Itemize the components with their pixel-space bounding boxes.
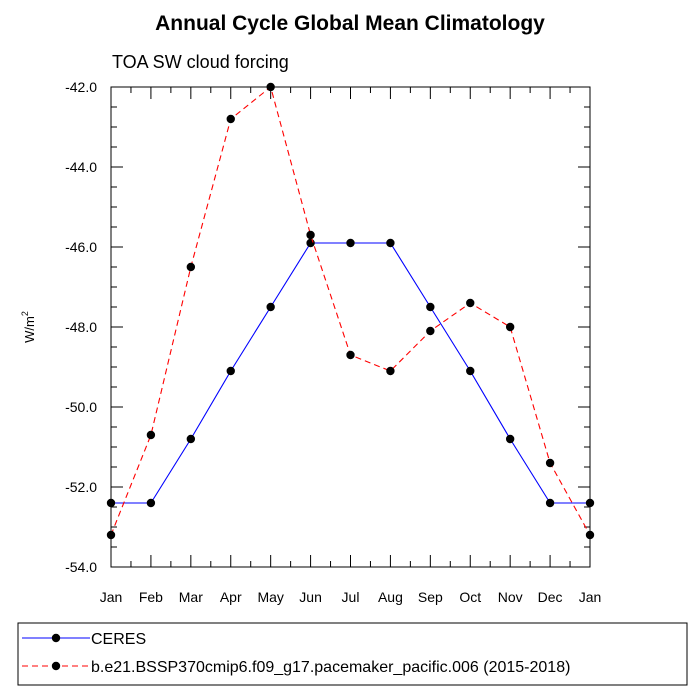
series-2-point [226, 114, 235, 124]
x-tick-label: Nov [498, 589, 523, 605]
series-2-point [426, 326, 435, 336]
x-tick-label: Sep [418, 589, 443, 605]
chart-title: Annual Cycle Global Mean Climatology [155, 12, 545, 35]
y-tick-label: -50.0 [65, 399, 97, 415]
x-tick-label: Mar [179, 589, 203, 605]
series-1-point [505, 434, 515, 444]
chart-subtitle: TOA SW cloud forcing [112, 52, 289, 72]
series-2-point [346, 350, 355, 360]
x-tick-label: Jan [579, 589, 602, 605]
y-tick-label: -44.0 [65, 159, 97, 175]
x-tick-label: Apr [220, 589, 242, 605]
series-2-point [306, 230, 315, 240]
series-2-point [186, 262, 196, 272]
series-1-point [386, 238, 395, 248]
x-tick-label: Aug [378, 589, 403, 605]
x-tick-label: Jan [100, 589, 123, 605]
series-2-point [106, 530, 116, 540]
y-tick-label: -42.0 [65, 79, 97, 95]
x-tick-label: Dec [538, 589, 563, 605]
series-2-point [266, 82, 275, 92]
y-axis-label-text: W/m [22, 316, 37, 343]
plot-frame [110, 86, 591, 568]
y-axis-label-superscript: 2 [20, 311, 30, 316]
legend-marker-2 [51, 661, 61, 671]
series-2-point [386, 366, 395, 376]
y-tick-label: -52.0 [65, 479, 97, 495]
legend-label-2: b.e21.BSSP370cmip6.f09_g17.pacemaker_pac… [91, 659, 570, 676]
series-2-point [545, 458, 555, 468]
series-1-point [266, 302, 275, 312]
series-1-point [346, 238, 355, 248]
x-tick-label: Jul [342, 589, 360, 605]
y-tick-label: -54.0 [65, 559, 97, 575]
series-line-2 [110, 86, 591, 536]
x-tick-label: Jun [299, 589, 322, 605]
legend-box [17, 622, 688, 686]
x-tick-label: Oct [459, 589, 481, 605]
series-2-point [466, 298, 475, 308]
series-1-point [585, 498, 595, 508]
series-2-point [585, 530, 595, 540]
legend: CERES b.e21.BSSP370cmip6.f09_g17.pacemake… [17, 622, 688, 686]
series-1-point [106, 498, 116, 508]
y-tick-label: -46.0 [65, 239, 97, 255]
legend-marker-1 [51, 633, 61, 643]
series-1-point [146, 498, 156, 508]
series-1-point [545, 498, 555, 508]
y-axis-label: W/m2 [20, 311, 37, 343]
series-1-point [306, 238, 315, 248]
legend-label-1: CERES [91, 631, 146, 648]
series-1-point [426, 302, 435, 312]
x-tick-label: Feb [139, 589, 163, 605]
series-1-point [186, 434, 196, 444]
series-line-1 [111, 242, 590, 504]
axis-ticks: Jan Feb Mar Apr May Jun Jul Aug Sep Oct Nov Dec Jan-… [65, 79, 601, 605]
series-2-point [505, 322, 515, 332]
series-2-point [146, 430, 156, 440]
series-layer [106, 82, 595, 540]
series-1-point [226, 366, 235, 376]
series-1-point [466, 366, 475, 376]
y-tick-label: -48.0 [65, 319, 97, 335]
x-tick-label: May [257, 589, 283, 605]
